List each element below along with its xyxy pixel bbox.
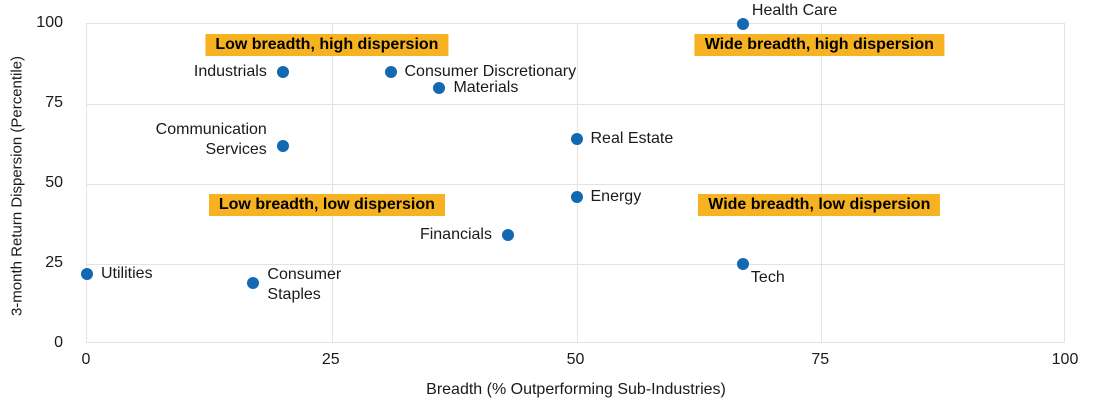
y-tick-75: 75 <box>45 94 63 111</box>
quadrant-label-wide-breadth-low-dispersion: Wide breadth, low dispersion <box>698 193 941 216</box>
data-point-communication-services <box>276 139 289 152</box>
quadrant-label-wide-breadth-high-dispersion: Wide breadth, high dispersion <box>694 33 944 56</box>
data-point-tech <box>736 258 749 270</box>
y-tick-0: 0 <box>54 334 63 351</box>
quadrant-label-low-breadth-high-dispersion: Low breadth, high dispersion <box>205 33 449 56</box>
data-point-consumer-staples <box>247 277 260 290</box>
x-tick-100: 100 <box>1051 351 1079 368</box>
point-label-communication-services: Communication Services <box>155 120 267 158</box>
y-tick-100: 100 <box>36 14 63 31</box>
plot-area: Low breadth, high dispersion Wide breadth… <box>81 2 1065 343</box>
gridline-x-75 <box>821 24 823 342</box>
point-label-consumer-discretionary: Consumer Discretionary <box>404 63 577 80</box>
quadrant-label-low-breadth-low-dispersion: Low breadth, low dispersion <box>208 193 445 216</box>
x-tick-25: 25 <box>321 351 340 368</box>
point-label-financials: Financials <box>419 226 492 244</box>
data-point-real-estate <box>570 133 583 146</box>
x-tick-0: 0 <box>81 351 91 368</box>
point-label-utilities: Utilities <box>101 264 153 282</box>
data-point-health-care <box>736 18 749 30</box>
y-tick-25: 25 <box>45 254 63 271</box>
x-tick-75: 75 <box>811 351 830 368</box>
y-tick-50: 50 <box>45 174 63 191</box>
data-point-financials <box>502 229 514 242</box>
x-tick-50: 50 <box>566 351 585 368</box>
point-label-health-care: Health Care <box>751 2 838 19</box>
data-point-consumer-discretionary <box>384 66 397 78</box>
data-point-utilities <box>81 267 93 280</box>
point-label-industrials: Industrials <box>193 63 267 80</box>
point-label-real-estate: Real Estate <box>590 130 674 148</box>
data-point-energy <box>570 190 583 203</box>
data-point-materials <box>433 82 446 94</box>
x-axis-title: Breadth (% Outperforming Sub-Industries) <box>426 381 726 398</box>
gridline-y-75 <box>87 104 1064 105</box>
point-label-consumer-staples: Consumer Staples <box>267 266 342 304</box>
gridline-y-25 <box>87 264 1064 265</box>
point-label-materials: Materials <box>453 79 519 96</box>
gridline-y-50 <box>87 184 1064 185</box>
gridline-x-25 <box>331 24 333 342</box>
point-label-tech: Tech <box>750 269 785 286</box>
point-label-energy: Energy <box>590 187 642 205</box>
gridline-x-50 <box>576 24 578 342</box>
data-point-industrials <box>276 66 289 78</box>
